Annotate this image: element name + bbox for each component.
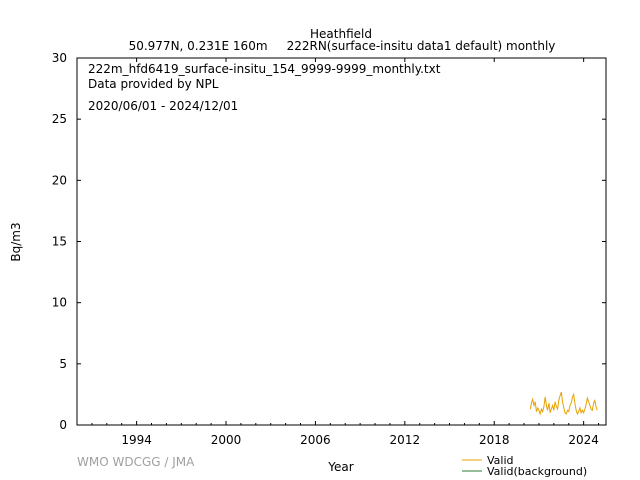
series-layer [529, 391, 598, 416]
y-axis: 0 5 10 15 20 25 30 [52, 51, 606, 432]
x-tick-label: 2018 [479, 433, 510, 447]
y-tick-label: 10 [52, 296, 67, 310]
x-axis: 1994 2000 2006 2012 2018 2024 [76, 58, 600, 447]
chart-subtitle: 50.977N, 0.231E 160m 222RN(surface-insit… [129, 39, 556, 53]
data-filename: 222m_hfd6419_surface-insitu_154_9999-999… [88, 62, 441, 76]
y-tick-label: 30 [52, 51, 67, 65]
x-tick-label: 2012 [390, 433, 421, 447]
data-period: 2020/06/01 - 2024/12/01 [88, 99, 238, 113]
x-tick-label: 2024 [568, 433, 599, 447]
chart-station-title: Heathfield [310, 27, 372, 41]
plot-frame [76, 57, 607, 426]
legend-label-valid: Valid [487, 454, 514, 467]
y-tick-label: 25 [52, 112, 67, 126]
y-tick-label: 5 [59, 357, 67, 371]
y-tick-label: 15 [52, 235, 67, 249]
x-tick-label: 2000 [211, 433, 242, 447]
y-tick-label: 0 [59, 418, 67, 432]
data-provider: Data provided by NPL [88, 77, 219, 91]
x-tick-label: 1994 [121, 433, 152, 447]
series-line-valid [529, 391, 598, 416]
y-tick-label: 20 [52, 173, 67, 187]
y-axis-label: Bq/m3 [9, 222, 23, 261]
x-tick-label: 2006 [300, 433, 331, 447]
credit-text: WMO WDCGG / JMA [77, 455, 195, 469]
legend-label-valid-background: Valid(background) [487, 465, 587, 478]
legend: Valid Valid(background) [462, 454, 587, 478]
x-axis-label: Year [327, 460, 353, 474]
